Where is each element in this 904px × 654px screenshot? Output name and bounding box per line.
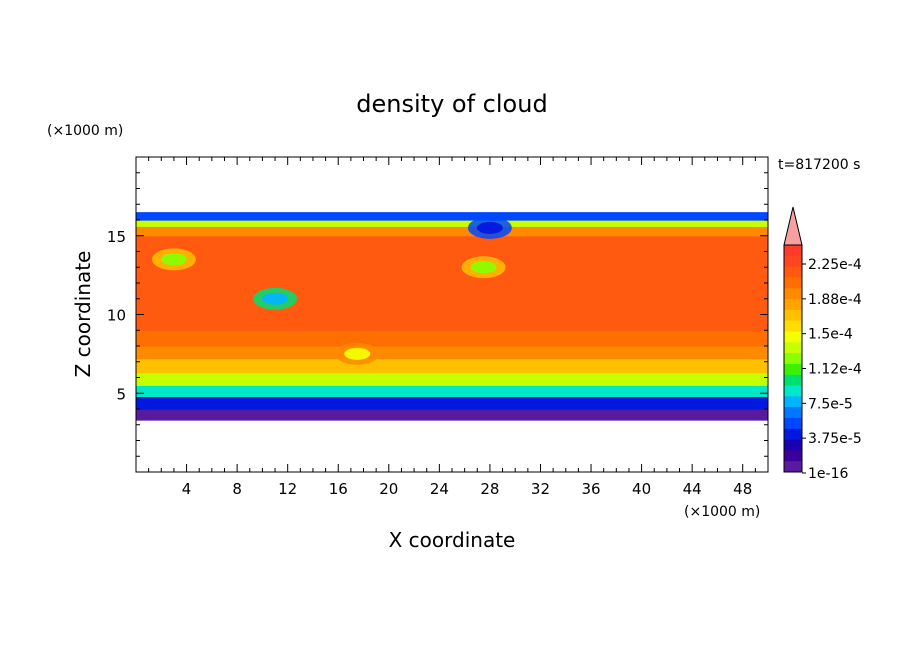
- colorbar-swatch: [784, 353, 802, 365]
- colorbar-swatch: [784, 266, 802, 278]
- colorbar-frame: [783, 244, 803, 473]
- colorbar-swatch: [784, 396, 802, 408]
- colorbar-swatch: [784, 439, 802, 451]
- x-tick-label: 20: [379, 480, 398, 498]
- contour-feature-core: [470, 261, 497, 274]
- contour-band: [136, 220, 768, 227]
- colorbar-label: 7.5e-5: [808, 396, 853, 412]
- x-tick-label: 24: [430, 480, 449, 498]
- contour-band: [136, 409, 768, 421]
- contour-feature-core: [476, 221, 503, 234]
- x-tick-label: 48: [733, 480, 752, 498]
- colorbar-swatch: [784, 407, 802, 419]
- x-tick-label: 12: [278, 480, 297, 498]
- contour-feature-core: [344, 347, 371, 360]
- contour-band: [136, 267, 768, 308]
- x-tick-label: 16: [329, 480, 348, 498]
- colorbar-extend-arrow: [783, 206, 803, 246]
- colorbar-swatch: [784, 385, 802, 397]
- y-tick-label: 15: [107, 228, 126, 246]
- colorbar-swatch: [784, 331, 802, 343]
- colorbar-swatch: [784, 299, 802, 311]
- contour-band: [136, 212, 768, 221]
- colorbar-swatch: [784, 342, 802, 354]
- x-tick-label: 28: [480, 480, 499, 498]
- colorbar-swatch: [784, 309, 802, 322]
- contour-field: [136, 212, 768, 421]
- contour-feature-core: [160, 253, 187, 266]
- x-axis-label: X coordinate: [389, 528, 516, 552]
- contour-feature-core: [262, 292, 289, 305]
- colorbar-swatch: [784, 245, 802, 257]
- contour-band: [136, 235, 768, 268]
- contour-band: [136, 358, 768, 374]
- x-tick-label: 44: [683, 480, 702, 498]
- time-label: t=817200 s: [778, 157, 860, 173]
- colorbar-label: 1.88e-4: [808, 292, 862, 308]
- contour-band: [136, 372, 768, 386]
- y-tick-label: 10: [107, 307, 126, 325]
- contour-band: [136, 396, 768, 410]
- contour-band: [136, 330, 768, 347]
- x-tick-label: 4: [182, 480, 192, 498]
- colorbar-swatch: [784, 428, 802, 440]
- colorbar-swatch: [784, 255, 802, 268]
- y-tick-label: 5: [116, 385, 126, 403]
- y-axis: 5 10 15: [107, 172, 768, 457]
- colorbar-label: 1.12e-4: [808, 362, 862, 378]
- y-unit-label: (×1000 m): [47, 123, 123, 139]
- colorbar-swatch: [784, 288, 802, 300]
- y-axis-label: Z coordinate: [71, 251, 95, 378]
- x-tick-label: 8: [232, 480, 242, 498]
- contour-band: [136, 346, 768, 360]
- colorbar-swatch: [784, 320, 802, 332]
- x-unit-label: (×1000 m): [684, 504, 760, 520]
- x-axis: 4 8 12 16 20 24 28 32 36 40 44 48: [148, 157, 756, 498]
- colorbar-label: 3.75e-5: [808, 431, 862, 447]
- contour-band: [136, 306, 768, 331]
- chart-title: density of cloud: [356, 90, 547, 118]
- colorbar-swatch: [784, 363, 802, 376]
- contour-band: [136, 385, 768, 397]
- x-tick-label: 36: [581, 480, 600, 498]
- contour-band: [136, 226, 768, 237]
- colorbar-swatch: [784, 277, 802, 289]
- colorbar-swatch: [784, 461, 802, 473]
- colorbar-label: 1e-16: [808, 466, 848, 482]
- colorbar-label: 1.5e-4: [808, 327, 853, 343]
- colorbar-label: 2.25e-4: [808, 257, 862, 273]
- colorbar-swatch: [784, 374, 802, 386]
- colorbar: 2.25e-4 1.88e-4 1.5e-4 1.12e-4 7.5e-5 3.75e-5…: [783, 206, 862, 482]
- colorbar-swatch: [784, 450, 802, 462]
- x-tick-label: 40: [632, 480, 651, 498]
- colorbar-swatch: [784, 417, 802, 430]
- x-tick-label: 32: [531, 480, 550, 498]
